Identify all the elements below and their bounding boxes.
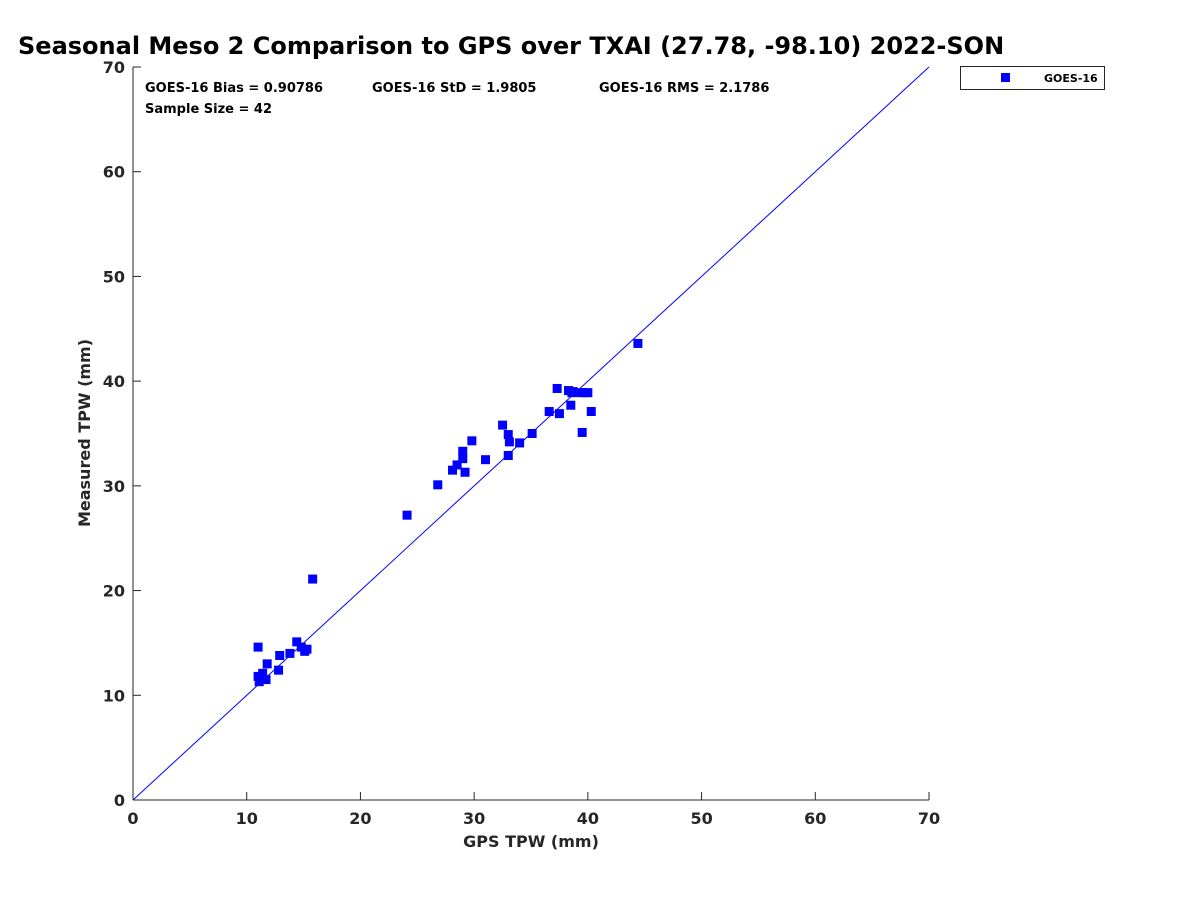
y-tick-label: 30 [103,477,125,496]
data-point [552,383,562,393]
data-point [515,438,525,448]
data-point [452,460,462,470]
data-point [527,429,537,438]
data-point [292,637,302,647]
x-axis-ticks: 0 10 20 30 40 50 60 70 [127,792,940,828]
data-point [253,642,263,652]
x-tick-label: 60 [804,809,826,828]
data-point [433,480,443,490]
data-point [577,427,587,437]
y-axis-ticks: 0 10 20 30 40 50 60 70 [103,58,141,810]
data-point [402,510,412,520]
data-point [544,407,554,417]
legend-box [960,66,1105,90]
x-tick-label: 70 [918,809,940,828]
y-tick-label: 10 [103,686,125,705]
data-point [275,650,285,660]
y-tick-label: 20 [103,582,125,601]
stat-bias: GOES-16 Bias = 0.90786 [145,81,323,96]
data-point [254,677,264,687]
x-axis-label: GPS TPW (mm) [463,832,599,851]
stat-rms: GOES-16 RMS = 2.1786 [599,81,769,96]
data-point [481,455,491,465]
data-point [458,454,468,464]
x-tick-label: 40 [577,809,599,828]
data-point [302,644,312,654]
stat-std: GOES-16 StD = 1.9805 [372,81,536,96]
data-point [467,436,477,446]
data-point [285,648,295,658]
y-tick-label: 70 [103,58,125,77]
data-point [503,430,513,440]
data-points [253,338,643,687]
x-tick-label: 10 [236,809,258,828]
data-point [274,665,284,675]
y-tick-label: 50 [103,267,125,286]
y-tick-label: 60 [103,163,125,182]
y-axis-label: Measured TPW (mm) [75,339,94,527]
data-point [567,388,577,398]
data-point [576,388,586,398]
legend: GOES-16 [960,66,1105,90]
x-tick-label: 50 [690,809,712,828]
data-point [566,400,576,410]
data-point [308,574,318,584]
data-point [633,338,643,348]
data-point [460,467,470,477]
stat-sample-size: Sample Size = 42 [145,102,272,117]
y-tick-label: 0 [114,791,125,810]
data-point [448,465,458,475]
data-point [504,437,514,447]
data-point [583,388,593,398]
data-point [586,407,596,417]
chart-title: Seasonal Meso 2 Comparison to GPS over T… [18,32,1004,60]
data-point [261,675,271,685]
data-point [498,420,508,430]
legend-marker [1001,73,1010,82]
x-tick-label: 30 [463,809,485,828]
plot-area: 0 10 20 30 40 50 60 70 0 10 20 30 40 50 60 70 [103,58,940,828]
data-point [503,450,513,460]
data-point [258,668,268,678]
x-tick-label: 20 [349,809,371,828]
legend-label-goes16: GOES-16 [1044,72,1098,85]
data-point [262,659,272,669]
data-point [253,671,263,681]
x-tick-label: 0 [127,809,138,828]
y-tick-label: 40 [103,372,125,391]
data-point [554,409,564,419]
data-point [458,446,468,456]
